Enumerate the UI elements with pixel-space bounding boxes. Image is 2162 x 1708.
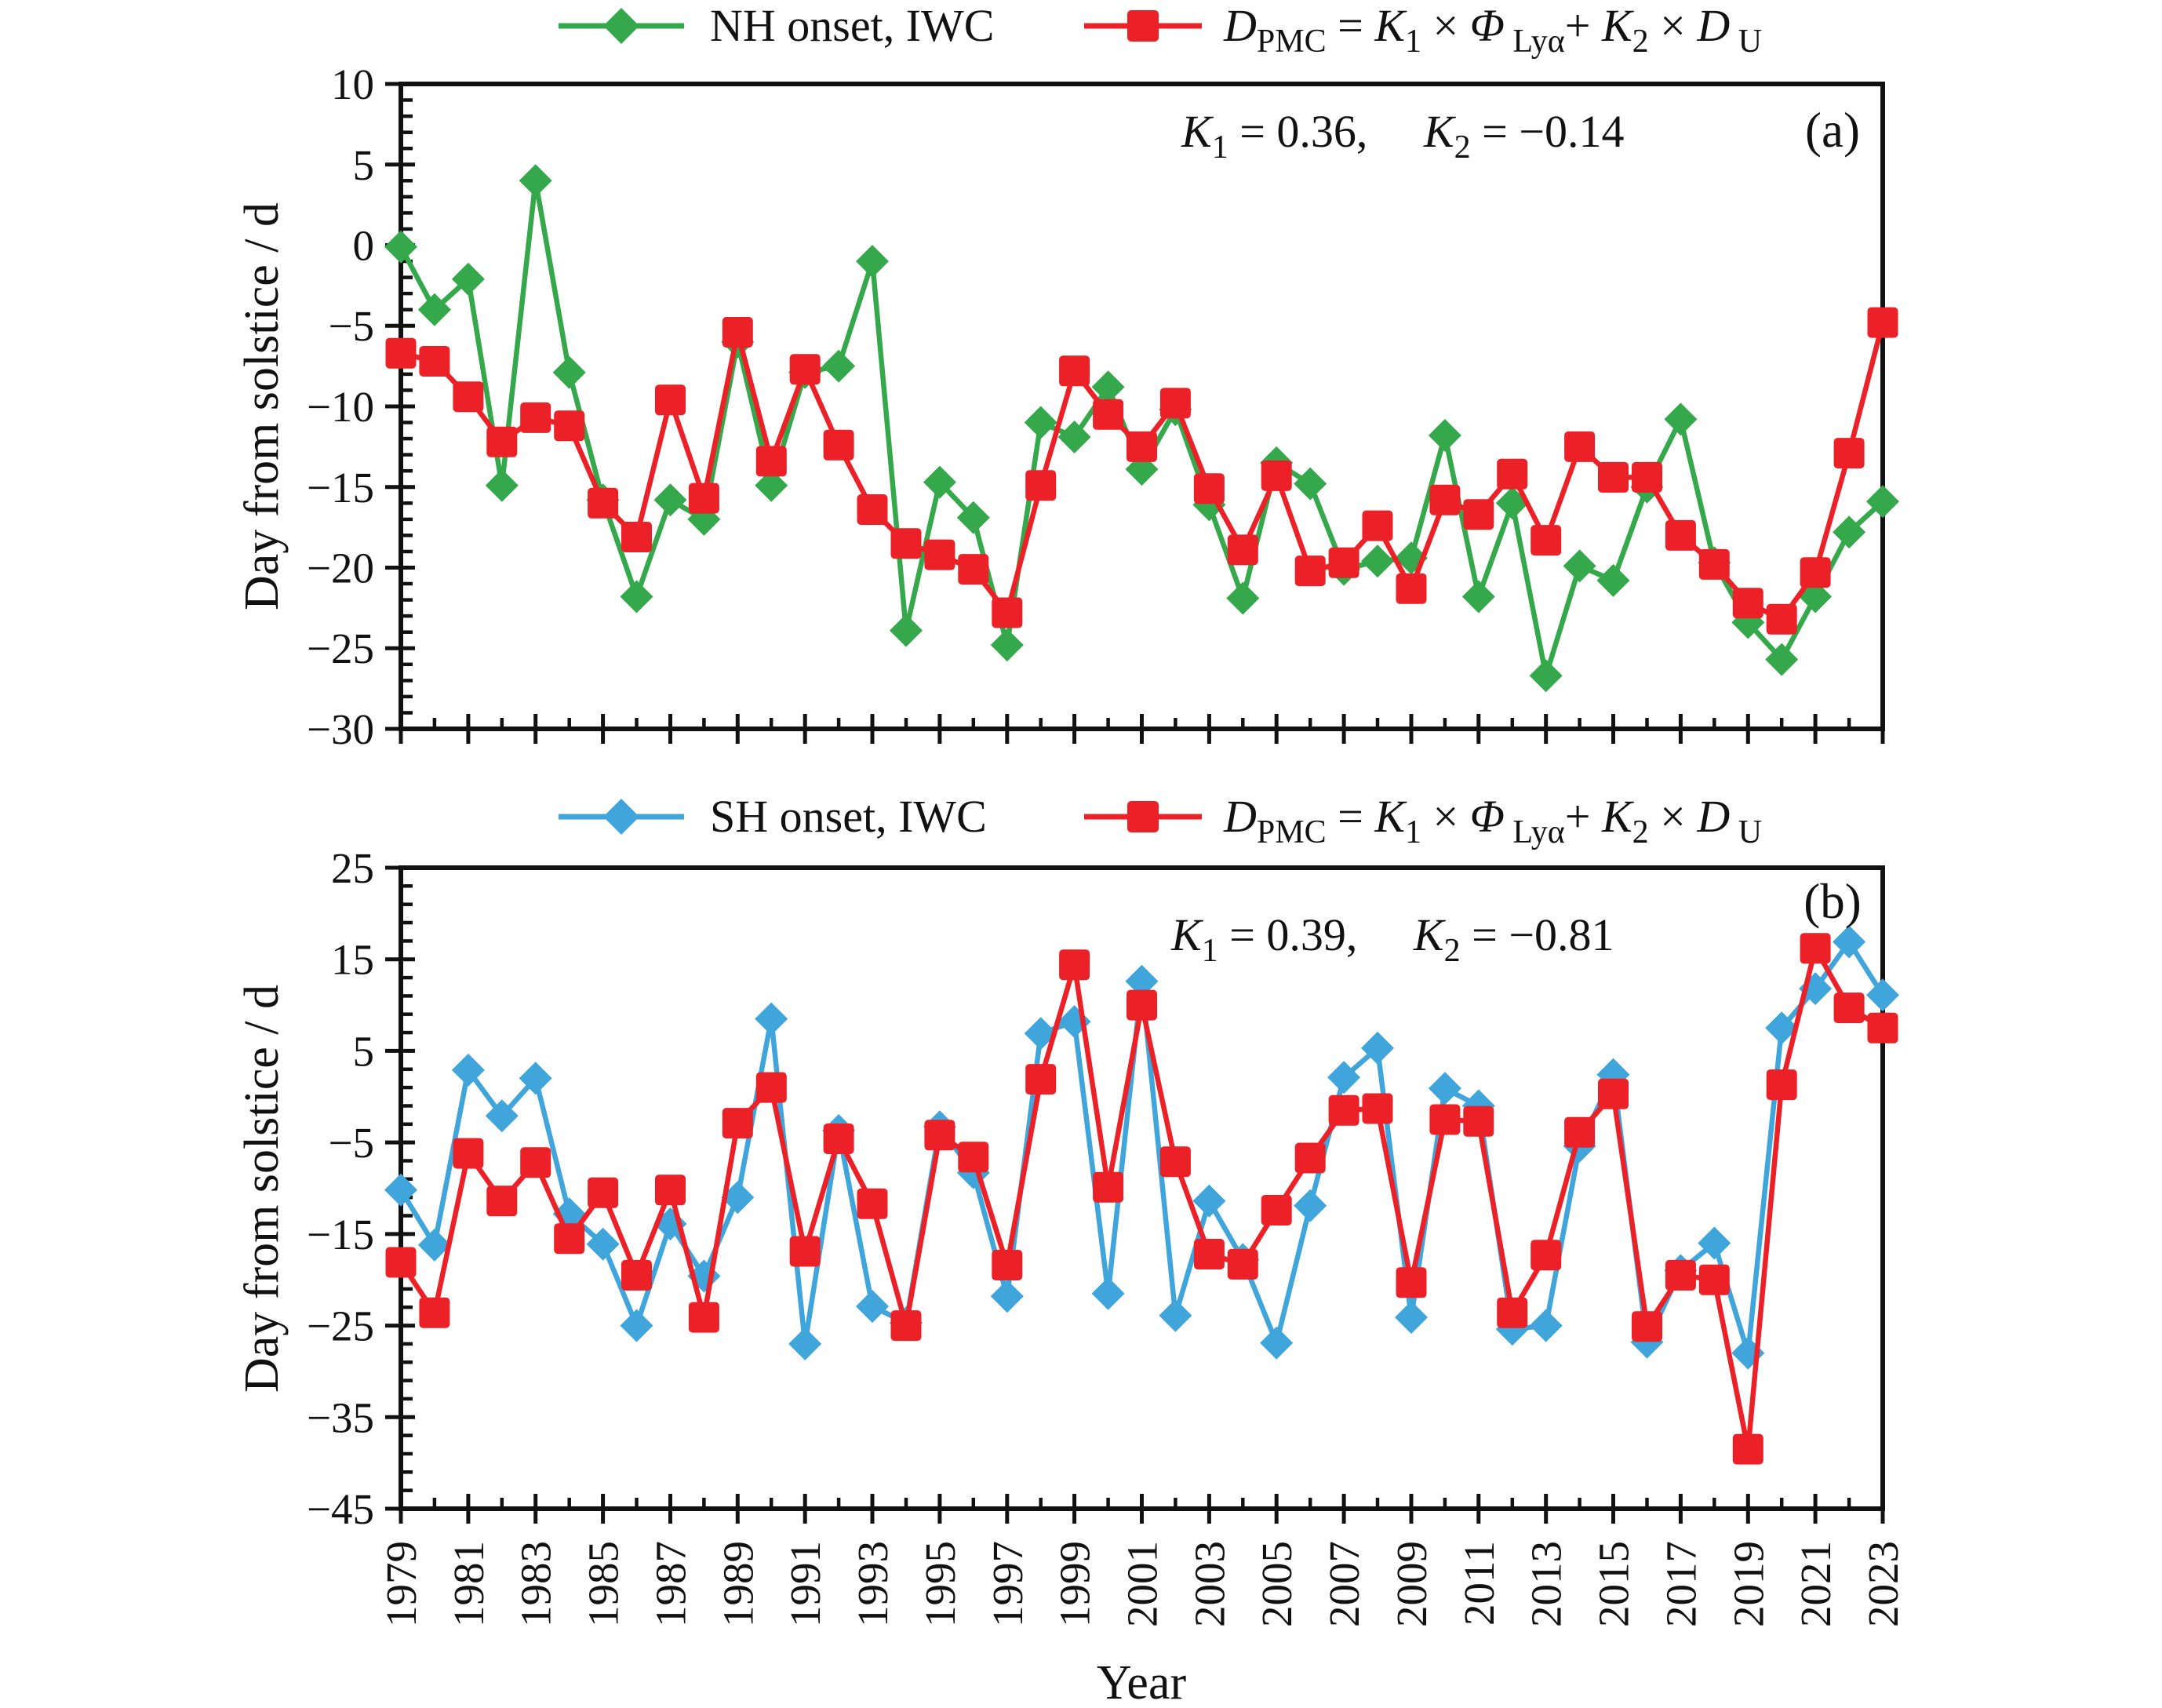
svg-text:(a): (a): [1805, 103, 1860, 158]
svg-text:1989: 1989: [714, 1541, 762, 1627]
svg-text:−30: −30: [307, 705, 374, 753]
svg-text:2017: 2017: [1657, 1541, 1705, 1627]
svg-text:1979: 1979: [377, 1541, 425, 1627]
svg-text:2007: 2007: [1320, 1541, 1368, 1627]
svg-text:(b): (b): [1803, 874, 1861, 929]
svg-text:1987: 1987: [647, 1541, 695, 1627]
svg-text:−5: −5: [328, 302, 374, 350]
svg-text:SH onset, IWC: SH onset, IWC: [710, 791, 987, 842]
svg-text:−15: −15: [307, 464, 374, 512]
svg-text:−20: −20: [307, 544, 374, 592]
svg-text:2003: 2003: [1185, 1541, 1233, 1627]
svg-text:1995: 1995: [916, 1541, 964, 1627]
svg-text:15: 15: [331, 936, 374, 984]
svg-text:5: 5: [353, 141, 375, 189]
svg-text:2001: 2001: [1119, 1541, 1167, 1627]
svg-text:2021: 2021: [1792, 1541, 1840, 1627]
svg-text:5: 5: [353, 1027, 375, 1075]
svg-text:Day from solstice / d: Day from solstice / d: [235, 985, 289, 1393]
svg-text:−25: −25: [307, 1302, 374, 1350]
svg-text:DPMC = K1 × Φ Lyα+ K2 × D U: DPMC = K1 × Φ Lyα+ K2 × D U: [1223, 791, 1762, 850]
svg-text:K1 = 0.39, K2 = −0.81: K1 = 0.39, K2 = −0.81: [1170, 909, 1614, 969]
svg-text:1997: 1997: [984, 1541, 1032, 1627]
svg-text:NH onset, IWC: NH onset, IWC: [710, 0, 994, 51]
svg-text:1981: 1981: [445, 1541, 493, 1627]
svg-text:−10: −10: [307, 383, 374, 431]
svg-text:−25: −25: [307, 625, 374, 672]
svg-text:2009: 2009: [1388, 1541, 1436, 1627]
svg-text:1991: 1991: [781, 1541, 829, 1627]
svg-text:10: 10: [331, 60, 374, 108]
svg-text:2015: 2015: [1590, 1541, 1638, 1627]
svg-text:2011: 2011: [1455, 1541, 1503, 1626]
svg-text:1999: 1999: [1051, 1541, 1099, 1627]
svg-text:Year: Year: [1097, 1656, 1187, 1708]
svg-text:0: 0: [353, 222, 375, 270]
svg-text:−5: −5: [328, 1119, 374, 1167]
svg-text:1993: 1993: [849, 1541, 897, 1627]
svg-text:−35: −35: [307, 1393, 374, 1441]
svg-text:Day from solstice / d: Day from solstice / d: [235, 202, 289, 610]
svg-text:2019: 2019: [1724, 1541, 1772, 1627]
svg-text:2005: 2005: [1253, 1541, 1301, 1627]
svg-text:1983: 1983: [512, 1541, 560, 1627]
svg-text:DPMC = K1 × Φ Lyα+ K2 × D U: DPMC = K1 × Φ Lyα+ K2 × D U: [1223, 0, 1762, 60]
svg-text:1985: 1985: [580, 1541, 628, 1627]
svg-text:K1 = 0.36, K2 = −0.14: K1 = 0.36, K2 = −0.14: [1181, 106, 1625, 166]
svg-text:2013: 2013: [1523, 1541, 1571, 1627]
svg-text:−15: −15: [307, 1211, 374, 1258]
svg-text:25: 25: [331, 844, 374, 892]
svg-text:−45: −45: [307, 1485, 374, 1533]
svg-text:2023: 2023: [1859, 1541, 1907, 1627]
